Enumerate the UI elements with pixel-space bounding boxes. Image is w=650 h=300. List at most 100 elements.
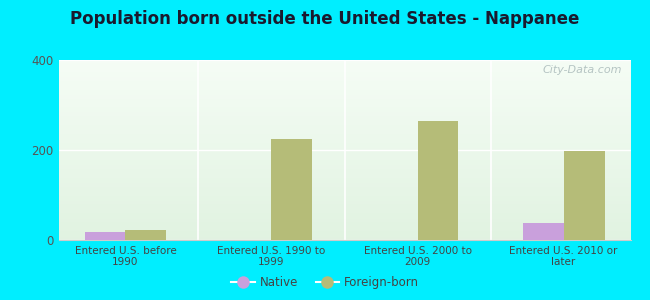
Bar — [58, 167, 630, 168]
Bar — [58, 193, 630, 194]
Bar — [58, 116, 630, 117]
Bar — [58, 145, 630, 146]
Bar — [58, 78, 630, 79]
Bar — [58, 213, 630, 214]
Bar — [58, 117, 630, 118]
Bar — [58, 132, 630, 133]
Bar — [58, 218, 630, 219]
Bar — [58, 162, 630, 163]
Bar — [58, 79, 630, 80]
Bar — [58, 192, 630, 193]
Bar — [58, 212, 630, 213]
Bar — [58, 129, 630, 130]
Bar — [58, 108, 630, 109]
Bar — [58, 155, 630, 156]
Bar — [58, 217, 630, 218]
Bar — [58, 208, 630, 209]
Bar — [58, 219, 630, 220]
Bar — [58, 176, 630, 177]
Bar — [58, 221, 630, 222]
Bar — [58, 107, 630, 108]
Bar — [58, 149, 630, 150]
Bar — [58, 83, 630, 84]
Bar — [84, 232, 125, 240]
Bar — [58, 113, 630, 114]
Bar — [58, 232, 630, 233]
Bar — [58, 76, 630, 77]
Bar — [58, 130, 630, 131]
Bar — [58, 228, 630, 229]
Bar — [58, 198, 630, 199]
Bar — [58, 64, 630, 65]
Text: Population born outside the United States - Nappanee: Population born outside the United State… — [70, 11, 580, 28]
Bar — [58, 103, 630, 104]
Bar — [58, 234, 630, 235]
Bar — [58, 87, 630, 88]
Bar — [58, 224, 630, 225]
Bar — [58, 220, 630, 221]
Bar — [58, 105, 630, 106]
Bar — [58, 200, 630, 201]
Bar — [58, 128, 630, 129]
Bar — [58, 81, 630, 82]
Bar — [58, 93, 630, 94]
Bar — [58, 100, 630, 101]
Bar — [58, 197, 630, 198]
Bar — [58, 135, 630, 136]
Bar — [58, 226, 630, 227]
Bar — [58, 199, 630, 200]
Bar — [58, 80, 630, 81]
Bar — [58, 161, 630, 162]
Bar — [58, 142, 630, 143]
Bar — [58, 99, 630, 100]
Bar — [58, 63, 630, 64]
Bar — [58, 166, 630, 167]
Bar — [58, 91, 630, 92]
Bar — [58, 67, 630, 68]
Bar — [58, 171, 630, 172]
Bar — [58, 153, 630, 154]
Bar — [58, 191, 630, 192]
Bar — [272, 139, 313, 240]
Bar — [58, 109, 630, 110]
Bar — [58, 72, 630, 73]
Bar — [58, 182, 630, 183]
Bar — [58, 201, 630, 202]
Bar — [58, 110, 630, 111]
Bar — [58, 233, 630, 234]
Bar — [58, 215, 630, 216]
Bar — [58, 137, 630, 138]
Bar — [58, 168, 630, 169]
Bar — [58, 207, 630, 208]
Bar — [58, 154, 630, 155]
Bar — [58, 127, 630, 128]
Bar — [58, 185, 630, 186]
Bar — [58, 225, 630, 226]
Bar — [58, 141, 630, 142]
Bar — [58, 181, 630, 182]
Bar — [58, 159, 630, 160]
Bar — [58, 134, 630, 135]
Bar — [58, 146, 630, 147]
Bar — [58, 165, 630, 166]
Bar — [58, 123, 630, 124]
Bar — [58, 210, 630, 211]
Bar — [58, 206, 630, 207]
Bar — [58, 239, 630, 240]
Bar — [58, 196, 630, 197]
Bar — [58, 238, 630, 239]
Bar — [58, 152, 630, 153]
Bar — [58, 164, 630, 165]
Bar — [58, 68, 630, 69]
Bar — [58, 101, 630, 102]
Bar — [58, 62, 630, 63]
Bar — [58, 66, 630, 67]
Bar — [58, 119, 630, 120]
Bar — [58, 187, 630, 188]
Bar — [58, 151, 630, 152]
Bar — [58, 169, 630, 170]
Bar — [58, 106, 630, 107]
Bar — [58, 156, 630, 157]
Bar — [58, 229, 630, 230]
Bar — [58, 173, 630, 174]
